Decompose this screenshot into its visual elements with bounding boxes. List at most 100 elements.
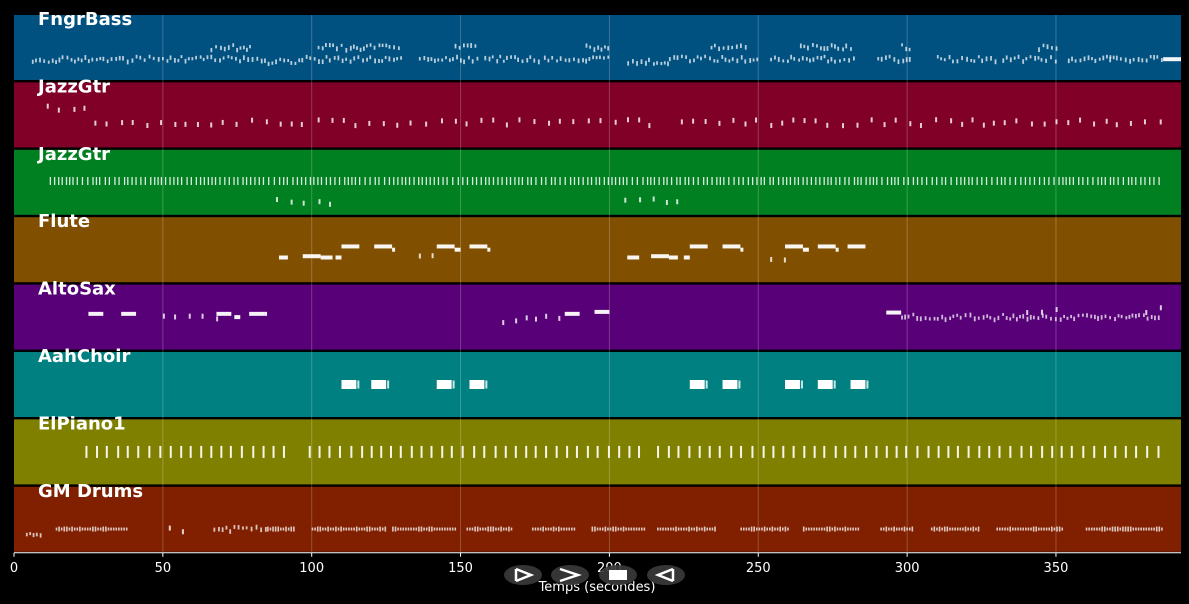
note bbox=[1114, 316, 1116, 322]
track-label: AltoSax bbox=[38, 279, 116, 300]
note bbox=[744, 121, 747, 127]
note-group bbox=[302, 254, 321, 259]
note bbox=[425, 121, 428, 127]
note bbox=[131, 120, 134, 126]
play-button[interactable] bbox=[504, 565, 542, 585]
note bbox=[688, 177, 690, 185]
note bbox=[173, 177, 175, 185]
note bbox=[269, 527, 272, 531]
note bbox=[919, 316, 922, 322]
note bbox=[58, 57, 61, 63]
note bbox=[251, 56, 254, 62]
note bbox=[731, 45, 734, 50]
note bbox=[894, 177, 896, 185]
note bbox=[1063, 314, 1065, 319]
note bbox=[586, 445, 589, 458]
note bbox=[305, 177, 307, 185]
note bbox=[73, 106, 76, 112]
note bbox=[262, 445, 265, 458]
forward-button[interactable] bbox=[551, 565, 589, 585]
note bbox=[327, 526, 329, 532]
note bbox=[1097, 177, 1099, 185]
note bbox=[191, 57, 194, 61]
note bbox=[61, 55, 64, 60]
note bbox=[1090, 314, 1093, 319]
note bbox=[115, 56, 118, 61]
note bbox=[451, 527, 454, 531]
note bbox=[653, 62, 655, 66]
stop-button[interactable] bbox=[599, 565, 637, 585]
note bbox=[907, 314, 910, 319]
note bbox=[135, 54, 138, 59]
note-group bbox=[55, 526, 128, 532]
note bbox=[834, 445, 837, 458]
x-tick-label: 0 bbox=[10, 561, 18, 576]
note bbox=[137, 445, 140, 458]
note-group bbox=[802, 247, 809, 252]
note bbox=[852, 527, 854, 531]
note bbox=[961, 55, 963, 61]
note bbox=[420, 526, 423, 532]
note bbox=[792, 117, 795, 123]
note bbox=[127, 177, 129, 185]
note-group bbox=[162, 313, 191, 320]
track-background bbox=[14, 149, 1181, 215]
note bbox=[585, 58, 588, 64]
note bbox=[58, 526, 60, 532]
note bbox=[817, 244, 836, 249]
note bbox=[604, 45, 606, 49]
note bbox=[441, 445, 444, 458]
note bbox=[1112, 55, 1115, 60]
note bbox=[747, 177, 750, 185]
note bbox=[673, 55, 676, 60]
note bbox=[587, 177, 589, 185]
note bbox=[659, 527, 662, 531]
note bbox=[1104, 314, 1107, 319]
note bbox=[293, 526, 295, 532]
note bbox=[573, 177, 576, 185]
note bbox=[441, 527, 444, 531]
note bbox=[744, 59, 747, 64]
note bbox=[283, 177, 285, 185]
note bbox=[362, 46, 365, 51]
note bbox=[143, 58, 146, 62]
rewind-button[interactable] bbox=[647, 565, 685, 585]
note bbox=[622, 177, 625, 185]
note bbox=[1109, 55, 1112, 59]
track-4: AltoSax bbox=[14, 279, 1181, 350]
note bbox=[820, 55, 823, 61]
note bbox=[107, 527, 110, 531]
note-group bbox=[436, 380, 455, 389]
note bbox=[907, 177, 909, 185]
note bbox=[856, 122, 859, 128]
note-group bbox=[1026, 307, 1058, 316]
note bbox=[545, 445, 548, 458]
note bbox=[221, 119, 224, 125]
note bbox=[341, 58, 344, 64]
note bbox=[676, 199, 679, 205]
note bbox=[1024, 177, 1027, 185]
note bbox=[931, 177, 933, 185]
note bbox=[1114, 445, 1117, 458]
note bbox=[362, 58, 364, 63]
note bbox=[258, 177, 260, 185]
note bbox=[988, 445, 991, 458]
note-group bbox=[996, 526, 1064, 532]
note bbox=[1124, 57, 1127, 63]
note bbox=[436, 380, 452, 389]
note bbox=[847, 244, 866, 249]
note bbox=[972, 526, 975, 532]
note bbox=[246, 47, 248, 52]
note bbox=[1081, 313, 1084, 317]
note bbox=[474, 44, 477, 48]
note bbox=[410, 445, 413, 458]
note bbox=[545, 527, 547, 531]
note bbox=[1137, 527, 1140, 531]
note bbox=[423, 55, 426, 61]
x-tick-label: 50 bbox=[155, 561, 172, 576]
note bbox=[168, 525, 171, 531]
note bbox=[515, 318, 518, 324]
note bbox=[501, 177, 503, 185]
note-group bbox=[502, 315, 528, 326]
note bbox=[963, 177, 966, 185]
